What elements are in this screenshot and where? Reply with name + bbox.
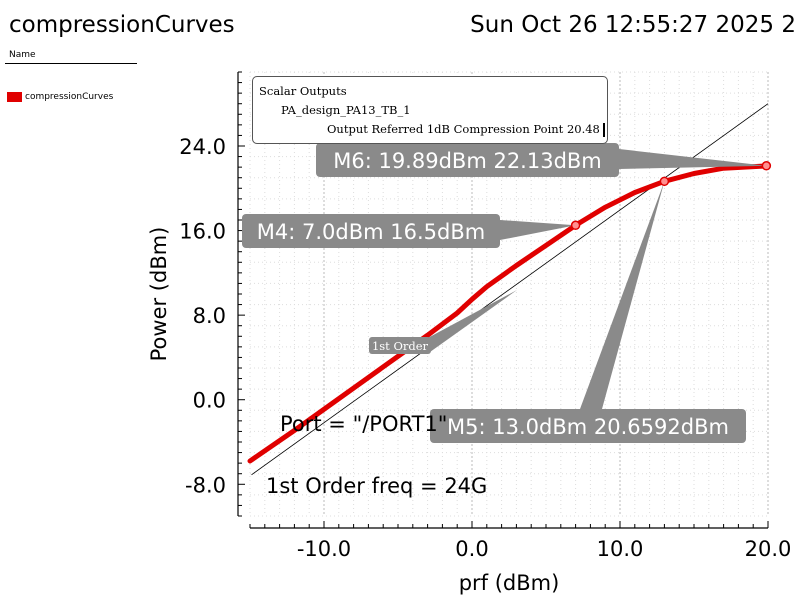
marker-m5-pointer — [580, 181, 665, 409]
first-order-freq-annotation: 1st Order freq = 24G — [266, 474, 487, 498]
marker-m4-label: M4: 7.0dBm 16.5dBm — [257, 220, 485, 244]
x-tick-label: -10.0 — [297, 537, 351, 561]
marker-m5-box — [430, 409, 746, 443]
y-tick-label: 24.0 — [179, 135, 226, 159]
legend-entry-label: compressionCurves — [25, 92, 114, 102]
timestamp-text: Sun Oct 26 12:55:27 2025 — [470, 12, 775, 38]
scalar-outputs-box: Scalar Outputs PA_design_PA13_TB_1 Outpu… — [252, 76, 608, 144]
legend-header: Name — [9, 50, 36, 60]
window-title: compressionCurves — [9, 12, 235, 38]
y-tick-label: 8.0 — [193, 304, 226, 328]
x-axis-title: prf (dBm) — [459, 571, 560, 595]
legend-swatch — [7, 92, 22, 102]
marker-m5-label: M5: 13.0dBm 20.6592dBm — [447, 415, 729, 439]
legend-entry[interactable]: compressionCurves — [7, 92, 113, 102]
port-annotation: Port = "/PORT1" — [280, 412, 447, 436]
text-cursor — [603, 123, 605, 137]
scalar-outputs-design: PA_design_PA13_TB_1 — [281, 103, 411, 117]
axes: -8.0 0.0 8.0 16.0 24.0 -10.0 0.0 10.0 20.0 prf (d… — [147, 71, 792, 595]
scalar-outputs-heading: Scalar Outputs — [259, 84, 347, 98]
marker-m6-pointer — [619, 149, 767, 169]
marker-points — [570, 161, 772, 231]
scalar-outputs-line: Output Referred 1dB Compression Point 20… — [327, 122, 600, 136]
x-tick-label: 20.0 — [745, 537, 792, 561]
marker-m6-label: M6: 19.89dBm 22.13dBm — [333, 149, 602, 173]
compression-curve — [247, 163, 771, 464]
first-order-tag: 1st Order — [372, 339, 429, 353]
marker-callouts: M4: 7.0dBm 16.5dBm M5: 13.0dBm 20.6592dBm… — [242, 143, 767, 443]
marker-m5-point — [659, 176, 670, 187]
x-tick-label: 10.0 — [597, 537, 644, 561]
first-order-tag-box — [369, 337, 431, 354]
annotation-labels: 1st Order Port = "/PORT1" 1st Order freq =… — [266, 290, 517, 498]
legend-divider — [5, 63, 137, 64]
marker-m4-point — [570, 220, 581, 231]
marker-m6-box — [316, 143, 619, 177]
timestamp: Sun Oct 26 12:55:27 2025 2 — [470, 12, 796, 38]
first-order-tag-pointer — [424, 290, 517, 352]
y-tick-label: 16.0 — [179, 220, 226, 244]
page-number: 2 — [781, 12, 796, 38]
y-tick-label: 0.0 — [193, 389, 226, 413]
marker-m6-point — [761, 161, 772, 171]
y-tick-label: -8.0 — [185, 473, 226, 497]
x-tick-label: 0.0 — [455, 537, 488, 561]
y-axis-title: Power (dBm) — [147, 227, 171, 362]
marker-m4-pointer — [500, 220, 576, 240]
marker-m4-box — [242, 214, 500, 248]
